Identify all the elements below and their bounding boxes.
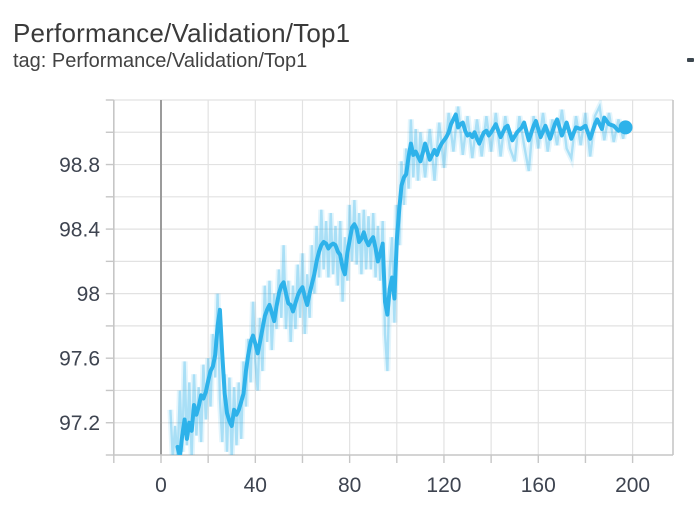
- raw-series-line: [169, 102, 627, 455]
- chart-tag-subtitle: tag: Performance/Validation/Top1: [13, 50, 308, 72]
- raw-series-wash: [167, 100, 629, 455]
- smoothed-series-line: [175, 112, 628, 455]
- x-tick-label: 200: [615, 474, 650, 497]
- y-tick-label: 97.6: [59, 348, 100, 371]
- x-tick-label: 40: [244, 474, 267, 497]
- y-tick-label: 98.4: [59, 219, 100, 242]
- endpoint-marker: [618, 120, 633, 135]
- x-tick-label: 120: [426, 474, 461, 497]
- x-tick-label: 160: [521, 474, 556, 497]
- y-tick-label: 97.2: [59, 412, 100, 435]
- x-tick-label: 80: [338, 474, 361, 497]
- x-tick-label: 0: [155, 474, 167, 497]
- y-tick-label: 98: [77, 283, 100, 306]
- y-tick-label: 98.8: [59, 154, 100, 177]
- cropped-menu-icon[interactable]: [687, 58, 694, 62]
- chart-title: Performance/Validation/Top1: [13, 18, 351, 48]
